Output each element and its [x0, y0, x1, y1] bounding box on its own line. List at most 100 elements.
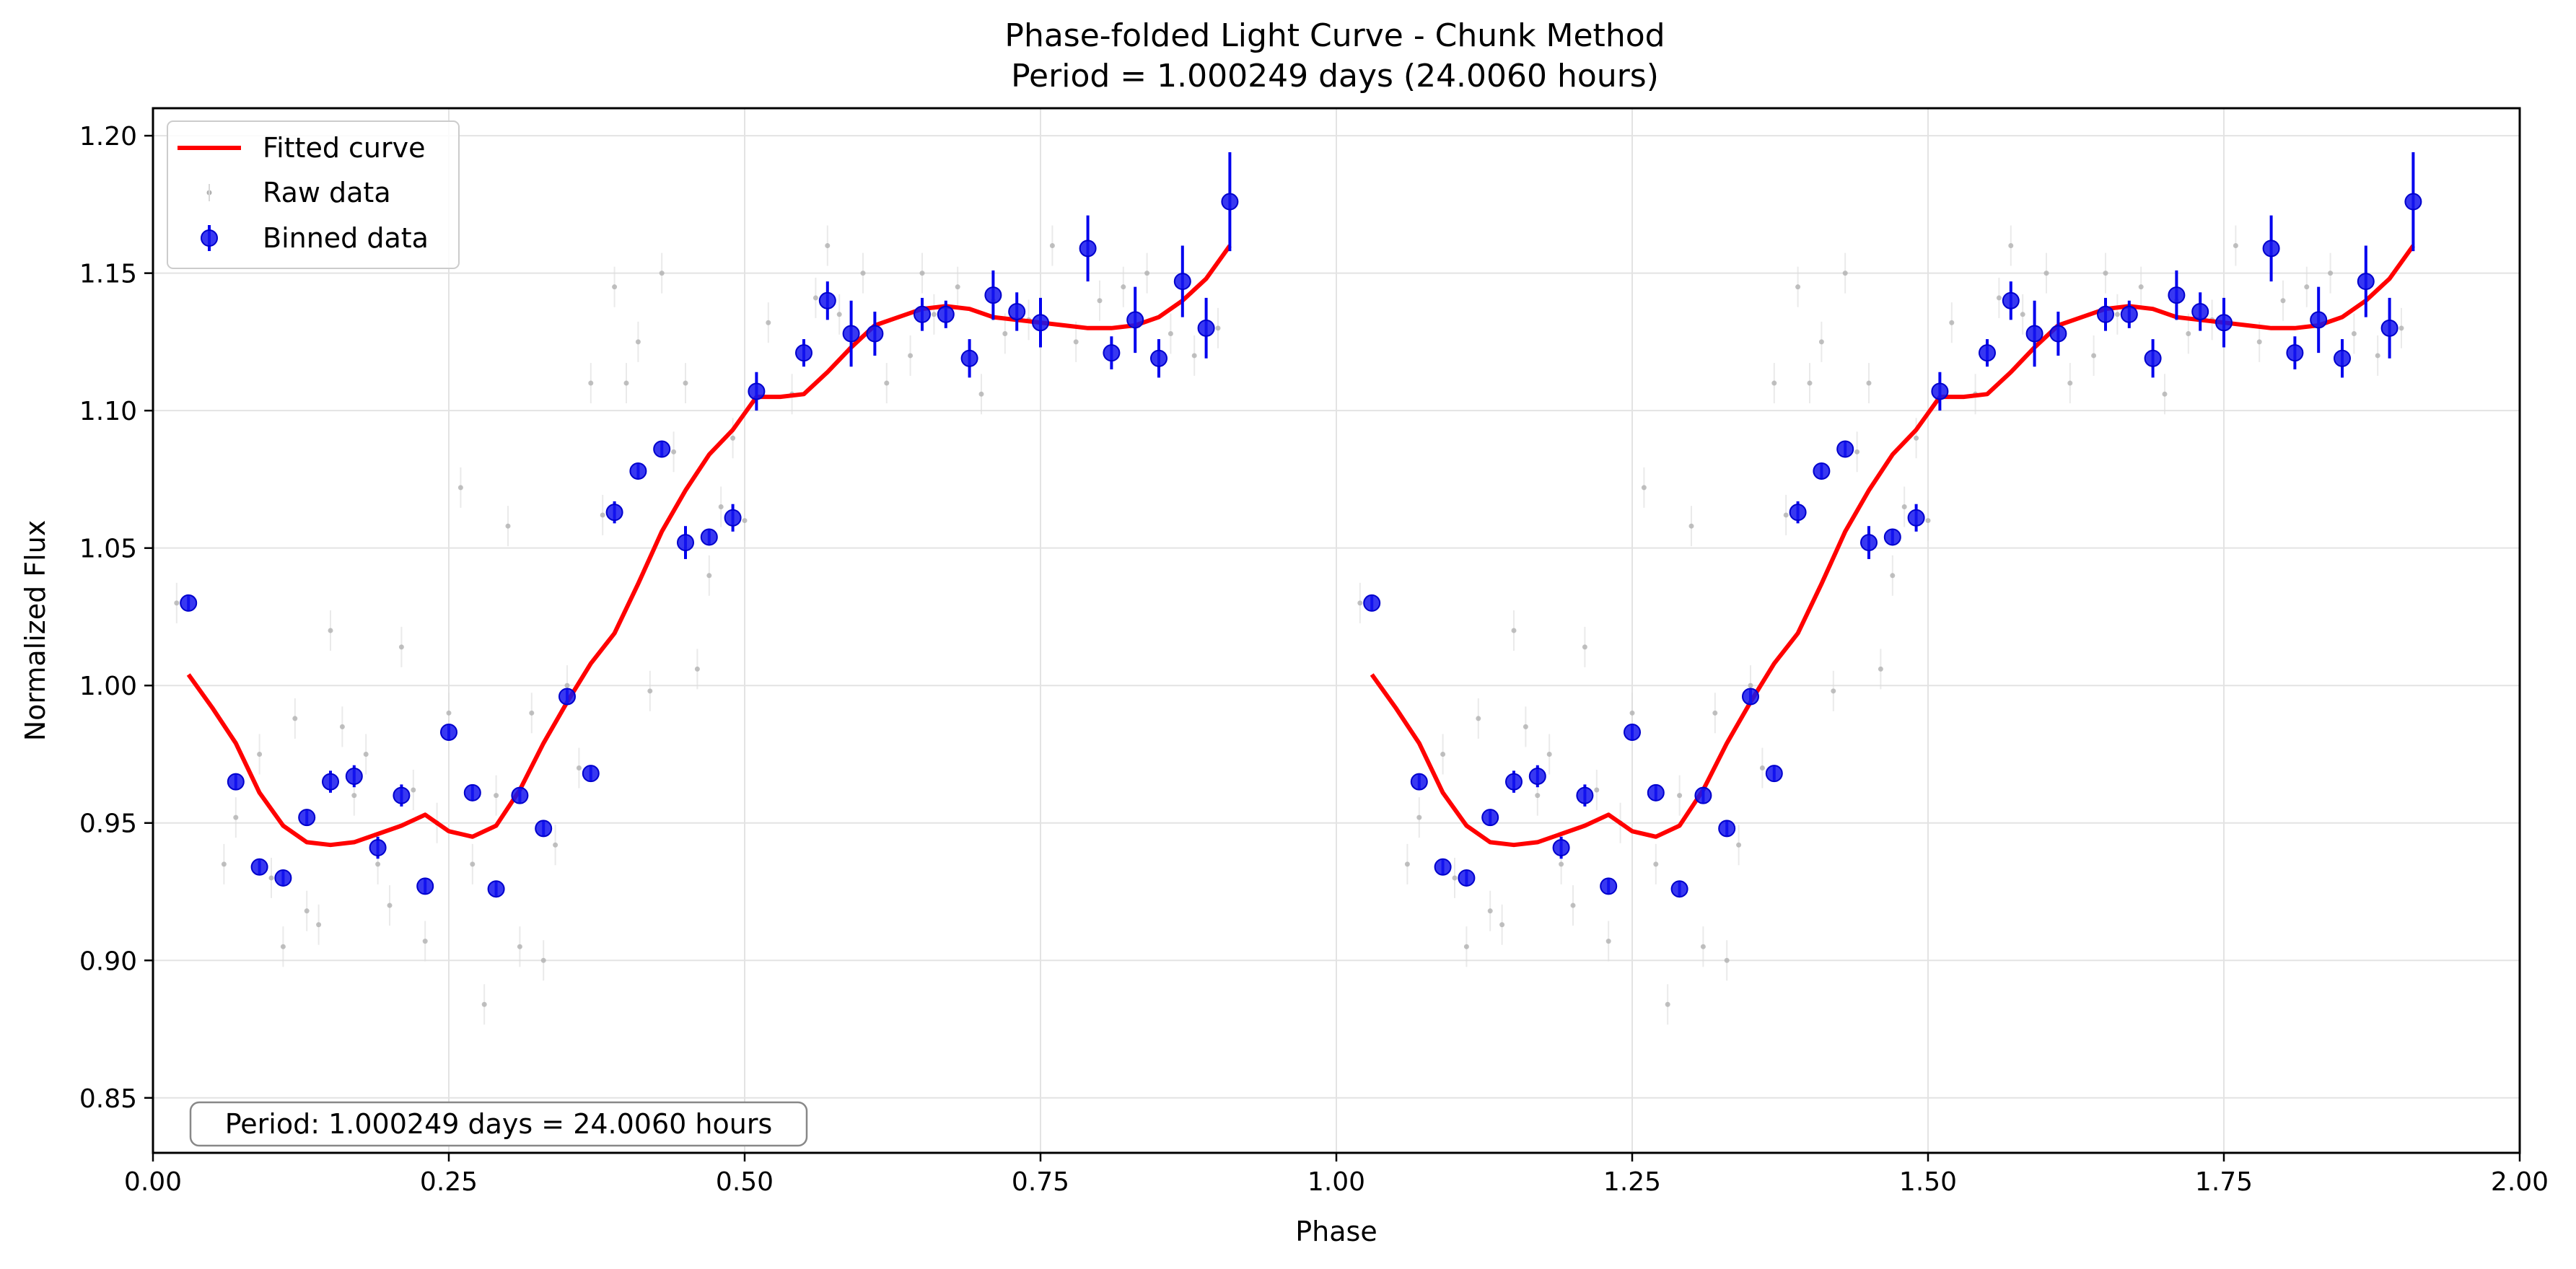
raw-data-point [540, 957, 546, 963]
raw-data-point [612, 284, 618, 290]
raw-data-point [659, 271, 665, 276]
binned-data-point [2168, 286, 2186, 304]
binned-data-point [487, 880, 505, 898]
raw-data-point [304, 908, 310, 914]
binned-data-point [605, 504, 623, 522]
raw-data-point [422, 939, 428, 944]
raw-data-point [1357, 600, 1363, 606]
y-tick-label: 1.10 [79, 397, 137, 426]
raw-data-point [2280, 298, 2286, 304]
binned-data-point [1126, 311, 1144, 329]
chart-title: Phase-folded Light Curve - Chunk Method [1004, 17, 1665, 54]
raw-data-point [1890, 573, 1896, 579]
binned-data-point [1718, 820, 1736, 838]
raw-data-point [411, 787, 416, 793]
binned-data-point [1670, 880, 1688, 898]
raw-data-point [694, 666, 700, 672]
raw-data-point [1546, 751, 1552, 757]
binned-data-point [2049, 325, 2067, 343]
legend-raw-label: Raw data [263, 177, 391, 208]
raw-data-point [742, 518, 748, 524]
binned-data-point [2002, 291, 2020, 309]
raw-data-point [1700, 944, 1706, 949]
binned-data-point [724, 509, 742, 527]
binned-data-point [960, 349, 978, 367]
binned-data-point [1883, 528, 1901, 546]
raw-data-point [363, 751, 369, 757]
raw-data-point [2328, 271, 2334, 276]
binned-data-points [180, 152, 2422, 898]
raw-data-point [1736, 842, 1742, 848]
raw-data-point [671, 449, 677, 455]
raw-data-point [1748, 682, 1753, 688]
binned-data-point [369, 839, 387, 857]
raw-data-point [919, 271, 925, 276]
binned-data-point [1647, 783, 1665, 802]
raw-data-point [280, 944, 286, 949]
raw-data-point [1901, 504, 1907, 510]
raw-data-point [683, 380, 688, 386]
binned-data-point [2286, 344, 2304, 362]
raw-data-point [564, 682, 570, 688]
raw-data-point [600, 512, 605, 518]
raw-data-point [908, 353, 914, 359]
x-tick-label: 1.50 [1899, 1167, 1957, 1197]
raw-data-point [1914, 435, 1919, 441]
binned-data-point [1742, 688, 1759, 706]
fitted-curve [186, 244, 1232, 848]
raw-data-point [2138, 284, 2144, 290]
binned-data-point [2262, 240, 2280, 258]
raw-data-point [1629, 710, 1635, 716]
legend-binned-label: Binned data [263, 222, 429, 254]
binned-data-point [842, 325, 860, 343]
binned-data-point [558, 688, 576, 706]
y-axis-label: Normalized Flux [19, 520, 51, 742]
raw-data-point [1807, 380, 1813, 386]
binned-data-point [795, 344, 812, 362]
raw-data-point [1191, 353, 1197, 359]
raw-data-point [1487, 908, 1493, 914]
binned-data-point [2215, 314, 2233, 332]
raw-data-point [1925, 518, 1931, 524]
binned-data-point [1103, 344, 1121, 362]
binned-data-point [937, 305, 955, 323]
y-tick-label: 1.00 [79, 672, 137, 701]
binned-data-point [2357, 273, 2375, 291]
binned-data-point [677, 534, 694, 552]
binned-data-point [535, 820, 553, 838]
raw-data-point [2256, 339, 2262, 345]
raw-data-point [457, 485, 463, 491]
raw-data-point [1688, 523, 1694, 529]
raw-data-point [955, 284, 960, 290]
y-tick-label: 0.95 [79, 809, 137, 839]
raw-data-point [257, 751, 263, 757]
binned-data-point [2310, 311, 2328, 329]
raw-data-point [2375, 353, 2380, 359]
raw-data-point [1582, 644, 1587, 650]
x-tick-label: 1.00 [1307, 1167, 1365, 1197]
y-tick-label: 1.20 [79, 122, 137, 152]
binned-data-point [1765, 765, 1783, 783]
raw-data-point [2103, 271, 2108, 276]
binned-data-point [984, 286, 1002, 304]
binned-data-point [700, 528, 718, 546]
binned-data-point [1576, 786, 1594, 804]
raw-data-point [1724, 957, 1730, 963]
raw-data-point [1215, 325, 1221, 331]
legend-binned-swatch [201, 229, 218, 247]
period-annotation-text: Period: 1.000249 days = 24.0060 hours [225, 1108, 773, 1140]
y-tick-label: 0.90 [79, 947, 137, 976]
raw-data-point [1559, 861, 1564, 867]
raw-data-point [470, 861, 476, 867]
raw-data-point [1831, 688, 1836, 694]
raw-data-point [1144, 271, 1150, 276]
raw-data-point [2091, 353, 2097, 359]
raw-data-point [1996, 295, 2002, 301]
raw-data-point [1641, 485, 1647, 491]
raw-data-point [529, 710, 535, 716]
binned-data-point [2025, 325, 2043, 343]
binned-data-point [227, 773, 245, 791]
raw-data-point [1854, 449, 1860, 455]
raw-data-point [1440, 751, 1446, 757]
raw-data-point [588, 380, 594, 386]
